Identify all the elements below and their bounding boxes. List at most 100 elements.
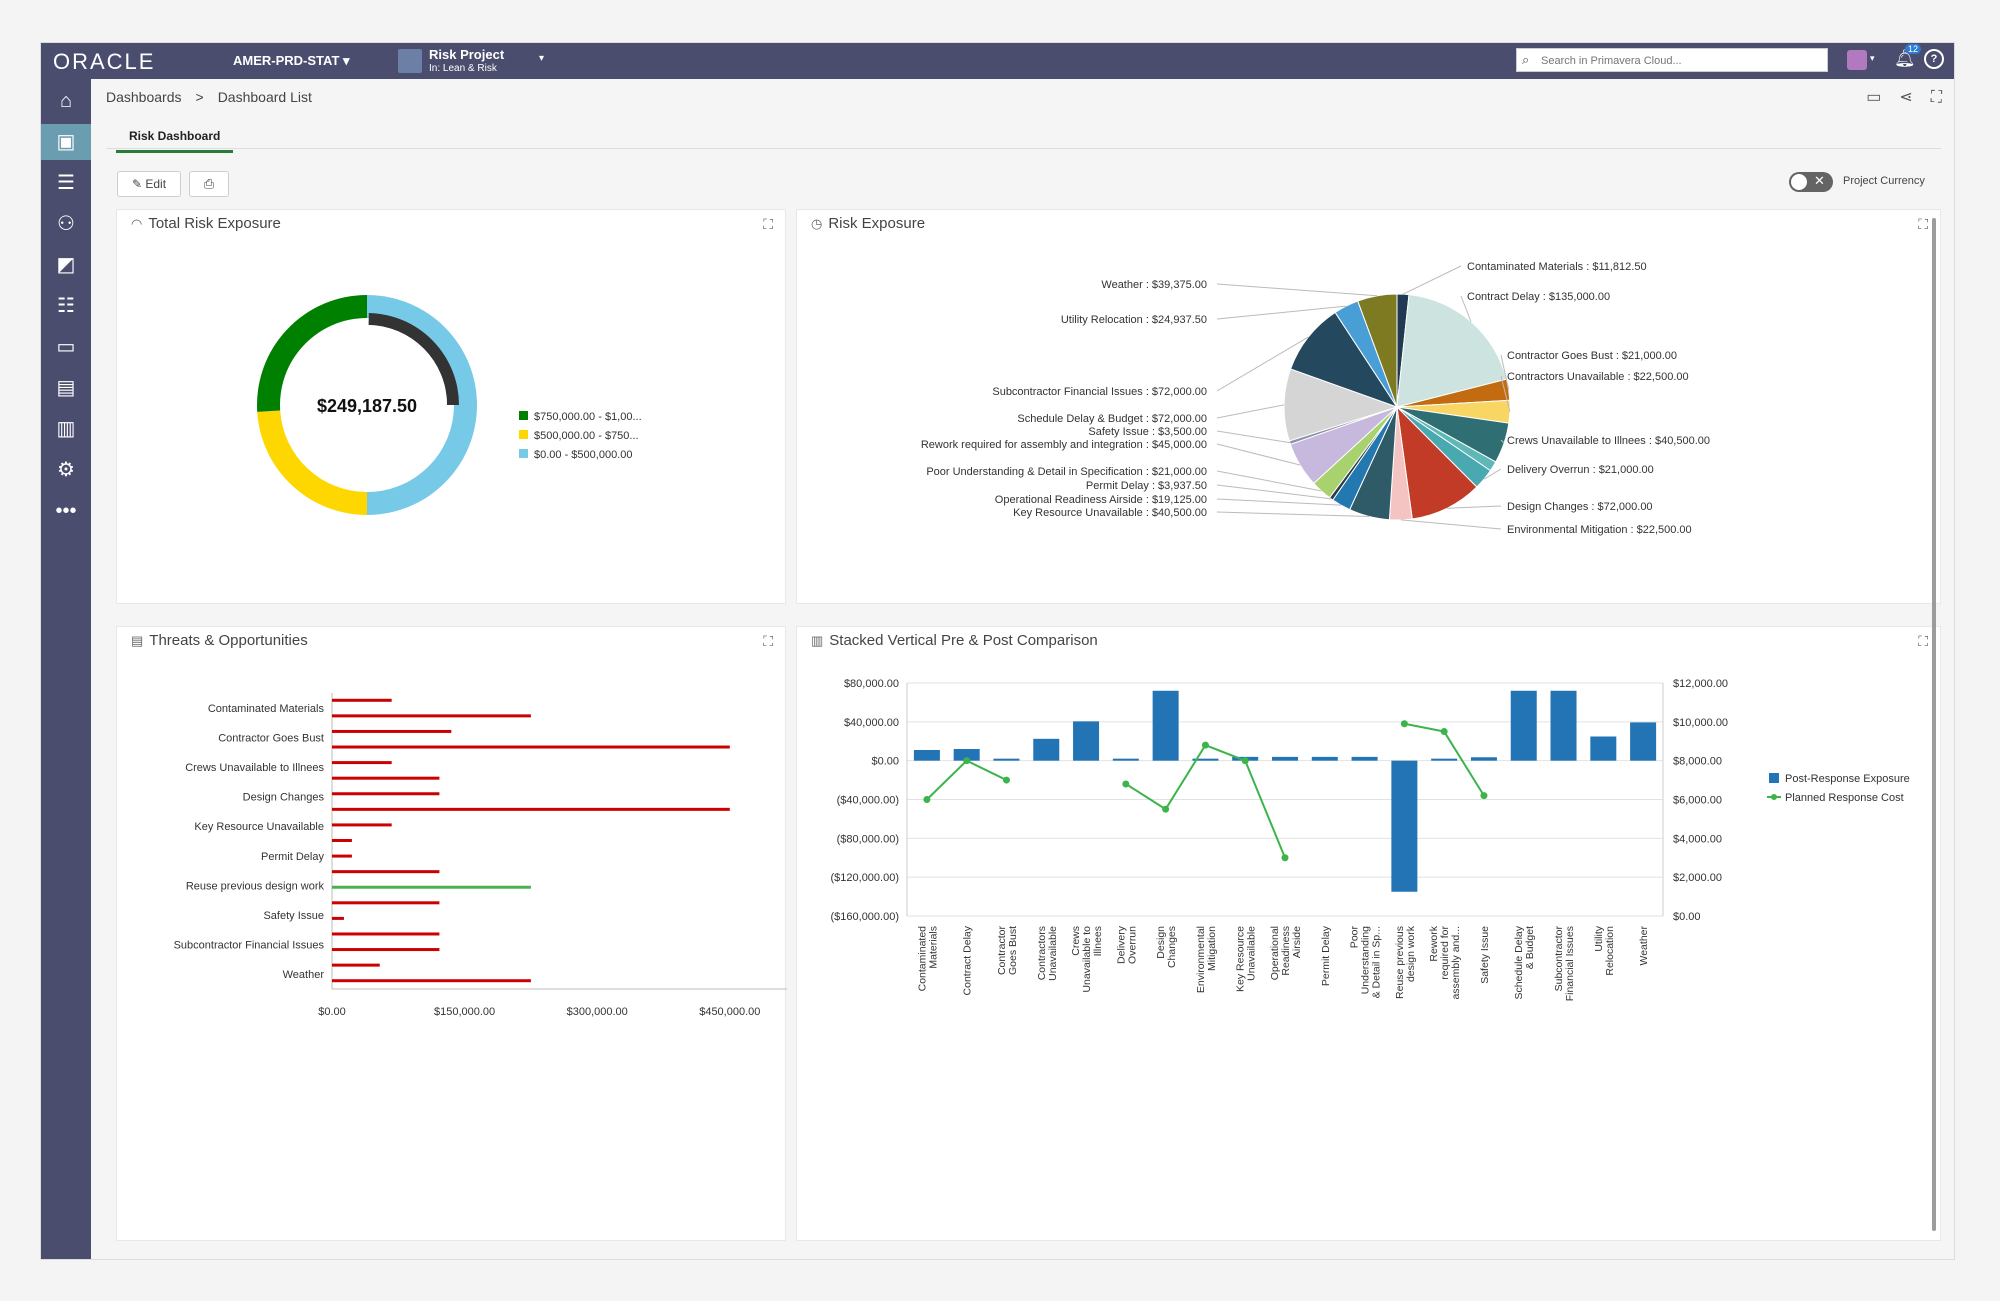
avatar-chevron-icon[interactable]: ▾ bbox=[1870, 53, 1875, 63]
pie-label: Utility Relocation : $24,937.50 bbox=[1061, 314, 1207, 326]
expand-icon[interactable]: ⛶ bbox=[763, 216, 773, 232]
more-icon[interactable]: ••• bbox=[55, 500, 77, 522]
expand-icon[interactable]: ⛶ bbox=[1918, 216, 1928, 232]
y-tick-label: Safety Issue bbox=[263, 910, 324, 922]
x-tick-label-group: Utility Relocation bbox=[1593, 925, 1616, 975]
bar bbox=[332, 948, 440, 952]
users-icon[interactable]: ⚇ bbox=[57, 213, 75, 235]
project-currency-toggle[interactable]: ✕ bbox=[1789, 172, 1833, 192]
pie-leader-line bbox=[1216, 470, 1322, 492]
avatar[interactable] bbox=[1847, 50, 1867, 70]
pie-label: Contract Delay : $135,000.00 bbox=[1467, 291, 1610, 303]
scrollbar[interactable] bbox=[1932, 218, 1936, 1231]
line-point bbox=[1480, 792, 1488, 800]
pie-label: Subcontractor Financial Issues : $72,000… bbox=[992, 386, 1207, 398]
breadcrumb-dashboard-list[interactable]: Dashboard List bbox=[217, 89, 312, 105]
x-tick-label: Financial Issues bbox=[1564, 926, 1576, 1001]
bar-chart-icon: ▤ bbox=[131, 633, 144, 648]
project-currency-label: Project Currency bbox=[1843, 175, 1925, 187]
breadcrumb: Dashboards > Dashboard List bbox=[106, 89, 326, 105]
column-chart-icon: ▥ bbox=[811, 633, 824, 648]
comment-icon[interactable]: ▭ bbox=[1866, 89, 1882, 106]
bar bbox=[332, 932, 440, 936]
x-tick-label: Illnees bbox=[1092, 926, 1104, 956]
print-button[interactable]: ⎙ bbox=[189, 171, 229, 197]
x-tick-label: Airside bbox=[1291, 926, 1303, 958]
printer-icon: ⎙ bbox=[203, 176, 215, 191]
search-input[interactable] bbox=[1541, 52, 1821, 69]
tab-risk-dashboard[interactable]: Risk Dashboard bbox=[116, 119, 234, 153]
project-chevron-icon[interactable]: ▾ bbox=[539, 53, 545, 64]
bar bbox=[1112, 758, 1139, 761]
help-icon[interactable]: ? bbox=[1924, 49, 1944, 69]
legend-swatch bbox=[519, 449, 528, 458]
x-tick-label-group: Schedule Delay & Budget bbox=[1513, 925, 1536, 999]
grid-icon[interactable]: ◩ bbox=[56, 254, 76, 276]
expand-icon[interactable]: ⛶ bbox=[763, 633, 773, 649]
chevron-down-icon: ▾ bbox=[343, 53, 350, 68]
x-tick-label: design work bbox=[1405, 925, 1417, 982]
edit-button[interactable]: ✎ Edit bbox=[117, 171, 181, 197]
expand-icon[interactable]: ⛶ bbox=[1918, 633, 1928, 649]
y-left-tick-label: ($40,000.00) bbox=[837, 795, 899, 807]
pie-label: Permit Delay : $3,937.50 bbox=[1086, 480, 1207, 492]
x-tick-label: Contractor bbox=[996, 926, 1008, 976]
analytics-icon[interactable]: ▥ bbox=[56, 418, 76, 440]
pie-label: Contractors Unavailable : $22,500.00 bbox=[1507, 371, 1689, 383]
project-name[interactable]: Risk Project bbox=[429, 47, 505, 62]
home-icon[interactable]: ⌂ bbox=[59, 90, 73, 112]
pie-leader-line bbox=[1216, 283, 1378, 297]
y-right-tick-label: $4,000.00 bbox=[1673, 833, 1722, 845]
x-tick-label-group: Key Resource Unavailable bbox=[1235, 926, 1258, 992]
tasks-icon[interactable]: ☷ bbox=[57, 295, 75, 317]
x-tick-label: Utility bbox=[1593, 925, 1605, 951]
y-left-tick-label: $40,000.00 bbox=[844, 717, 899, 729]
edit-label: Edit bbox=[145, 177, 167, 191]
legend-label: Planned Response Cost bbox=[1785, 792, 1904, 804]
folder-icon[interactable]: ▭ bbox=[56, 336, 76, 358]
pie-leader-line bbox=[1447, 505, 1502, 509]
pie-leader-line bbox=[1216, 511, 1370, 517]
x-tick-label-group: Contractors Unavailable bbox=[1036, 926, 1059, 981]
x-tick-label: Changes bbox=[1166, 926, 1178, 968]
dashboard-icon[interactable]: ▣ bbox=[41, 124, 91, 160]
pie-label: Key Resource Unavailable : $40,500.00 bbox=[1013, 507, 1207, 519]
x-tick-label: $450,000.00 bbox=[699, 1006, 760, 1018]
notification-badge: 12 bbox=[1905, 44, 1922, 54]
share-icon[interactable]: ⋖ bbox=[1899, 89, 1913, 106]
stacked-comparison-panel: ▥ Stacked Vertical Pre & Post Comparison … bbox=[796, 626, 1941, 1241]
toggle-knob bbox=[1791, 174, 1807, 190]
app-window: ORACLE AMER-PRD-STAT ▾ Risk Project In: … bbox=[40, 42, 1955, 1260]
x-tick-label: Design bbox=[1155, 926, 1167, 959]
legend-label: $0.00 - $500,000.00 bbox=[534, 449, 632, 461]
panel-title: ◠ Total Risk Exposure bbox=[131, 215, 281, 232]
breadcrumb-dashboards[interactable]: Dashboards bbox=[106, 89, 182, 105]
bar bbox=[913, 749, 940, 761]
bar bbox=[332, 916, 344, 920]
report-icon[interactable]: ▤ bbox=[56, 377, 76, 399]
line-point bbox=[1440, 728, 1448, 736]
bar bbox=[332, 979, 531, 983]
x-tick-label: Crews bbox=[1070, 926, 1082, 956]
global-search[interactable]: ⌕ bbox=[1516, 48, 1828, 72]
pie-label: Poor Understanding & Detail in Specifica… bbox=[926, 466, 1207, 478]
pie-label: Weather : $39,375.00 bbox=[1101, 279, 1207, 291]
fullscreen-icon[interactable]: ⛶ bbox=[1930, 89, 1942, 106]
x-tick-label: Environmental bbox=[1195, 926, 1207, 993]
bar bbox=[1431, 758, 1458, 761]
donut-hole bbox=[287, 325, 447, 485]
line-point bbox=[1002, 776, 1010, 784]
pencil-icon: ✎ bbox=[131, 177, 143, 191]
y-left-tick-label: ($80,000.00) bbox=[837, 833, 899, 845]
y-right-tick-label: $6,000.00 bbox=[1673, 795, 1722, 807]
environment-selector[interactable]: AMER-PRD-STAT ▾ bbox=[233, 53, 350, 69]
x-tick-label-group: Reuse previous design work bbox=[1394, 925, 1417, 999]
oracle-logo: ORACLE bbox=[53, 49, 156, 74]
bar bbox=[332, 761, 392, 765]
settings-icon[interactable]: ⚙ bbox=[57, 459, 75, 481]
pie-leader-line bbox=[1216, 484, 1332, 500]
bar bbox=[953, 749, 980, 761]
pie-leader-line bbox=[1216, 430, 1290, 444]
bar bbox=[332, 698, 392, 702]
list-icon[interactable]: ☰ bbox=[57, 172, 75, 194]
